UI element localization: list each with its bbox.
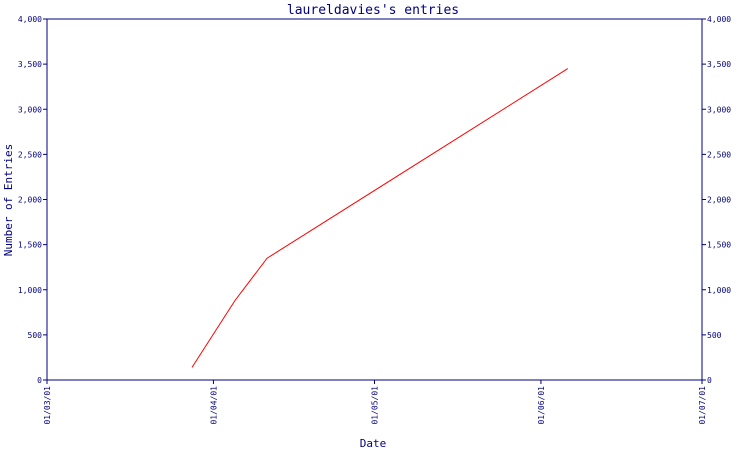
y-tick-label-right: 2,000 — [707, 196, 731, 205]
y-tick-label-right: 500 — [707, 331, 722, 340]
y-tick-label-right: 1,000 — [707, 286, 731, 295]
y-tick-label-left: 3,500 — [18, 60, 42, 69]
x-axis-label: Date — [360, 437, 387, 450]
y-tick-label-left: 500 — [28, 331, 43, 340]
y-tick-label-left: 2,000 — [18, 196, 42, 205]
y-tick-label-left: 4,000 — [18, 15, 42, 24]
plot-area: 0 0 500 500 1,000 1,000 1,500 1,500 2,000 2,000 2,… — [18, 15, 731, 425]
y-tick-label-left: 3,000 — [18, 105, 42, 114]
y-tick-label-left: 0 — [37, 376, 42, 385]
y-tick-label-left: 1,500 — [18, 241, 42, 250]
x-tick-label: 01/07/01 — [698, 386, 707, 425]
x-tick-label: 01/05/01 — [371, 386, 380, 425]
y-tick-label-left: 1,000 — [18, 286, 42, 295]
y-tick-label-right: 4,000 — [707, 15, 731, 24]
y-tick-label-right: 0 — [707, 376, 712, 385]
entries-series-line — [191, 68, 569, 368]
y-axis-label: Number of Entries — [2, 144, 15, 257]
y-tick-label-right: 3,000 — [707, 105, 731, 114]
chart-title: laureldavies's entries — [287, 3, 459, 18]
y-tick-label-left: 2,500 — [18, 150, 42, 159]
y-tick-label-right: 2,500 — [707, 150, 731, 159]
x-tick-label: 01/06/01 — [537, 386, 546, 425]
x-tick-label: 01/03/01 — [43, 386, 52, 425]
plot-frame — [46, 18, 703, 381]
y-tick-label-right: 3,500 — [707, 60, 731, 69]
x-tick-label: 01/04/01 — [209, 386, 218, 425]
y-tick-label-right: 1,500 — [707, 241, 731, 250]
